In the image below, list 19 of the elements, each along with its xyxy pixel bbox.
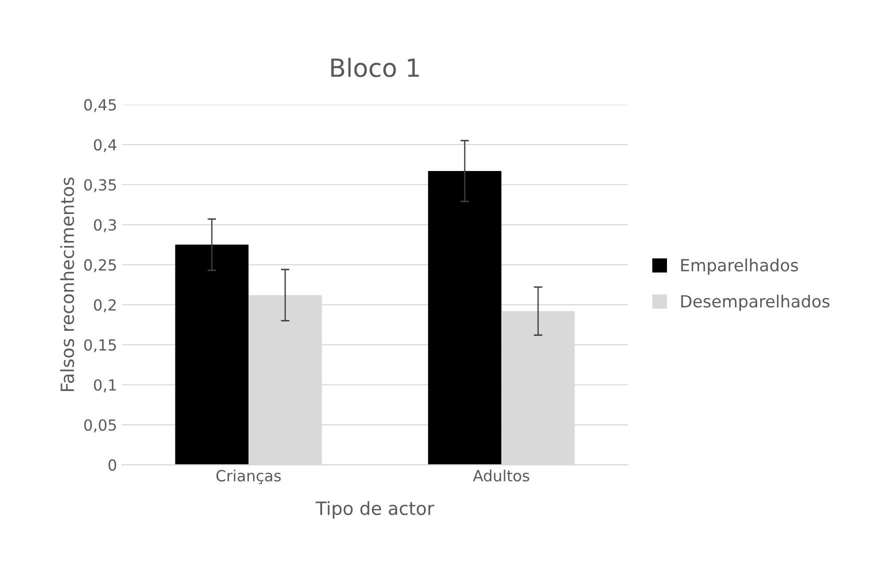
bar	[175, 244, 249, 465]
y-tick-label: 0,45	[84, 99, 116, 112]
y-axis-title: Falsos reconhecimentos	[60, 178, 74, 391]
y-tick-label: 0,15	[84, 339, 116, 352]
y-tick-label: 0,4	[94, 139, 116, 152]
bar	[428, 171, 502, 465]
y-tick-label: 0,2	[94, 299, 116, 312]
y-tick-label: 0	[108, 459, 116, 471]
y-tick-label: 0,25	[84, 259, 116, 272]
y-tick-label: 0,05	[84, 419, 116, 432]
y-tick-label: 0,3	[94, 219, 116, 232]
legend-label: Emparelhados	[681, 258, 798, 275]
y-tick-label: 0,35	[84, 179, 116, 192]
x-tick-label: Adultos	[472, 470, 530, 482]
y-tick-label: 0,1	[94, 379, 116, 392]
legend-label: Desemparelhados	[681, 294, 830, 311]
x-tick-label: Crianças	[216, 470, 281, 484]
x-axis-title: Tipo de actor	[316, 501, 434, 519]
chart-title: Bloco 1	[331, 58, 419, 78]
